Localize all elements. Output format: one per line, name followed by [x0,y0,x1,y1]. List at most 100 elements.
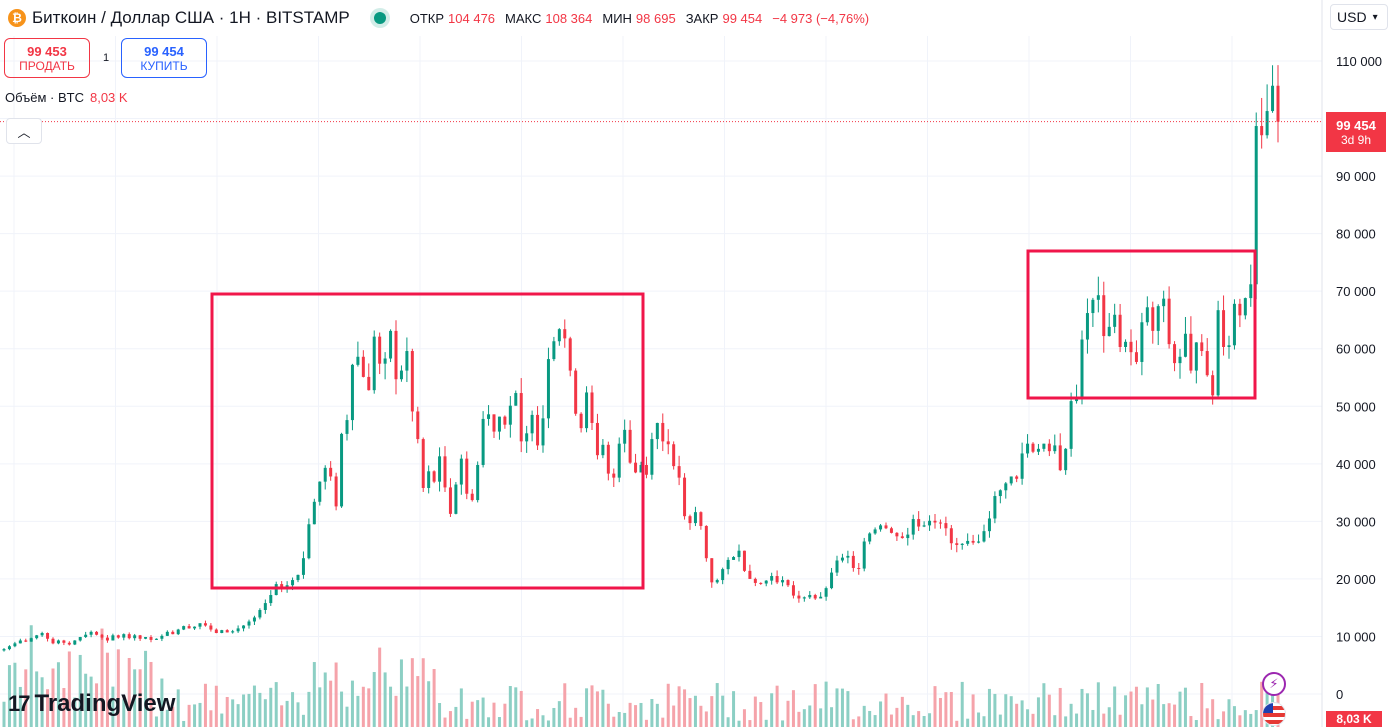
volume-bar [258,692,262,727]
candle-body [1031,443,1035,452]
volume-bar [356,695,360,727]
volume-bar [214,685,218,727]
volume-bar [590,685,594,727]
volume-bar [655,703,659,727]
candle-body [421,439,425,488]
volume-bar [519,690,523,727]
candle-body [1194,342,1198,371]
candle-body [291,580,295,586]
volume-bar [176,689,180,727]
volume-bar [699,705,703,727]
candle-body [481,418,485,465]
volume-bar [399,659,403,727]
symbol-title[interactable]: Биткоин / Доллар США · 1Н · BITSTAMP [32,8,350,27]
tradingview-logo[interactable]: 17 TradingView [8,690,175,718]
candle-body [617,443,621,478]
candle-body [753,578,757,583]
volume-bar [1026,709,1030,727]
volume-bar [1064,716,1068,727]
currency-select[interactable]: USD ▾ [1330,4,1388,30]
lightning-icon[interactable]: ⚡ [1262,672,1286,696]
volume-bar [536,709,540,727]
collapse-legend-button[interactable]: ︿ [6,118,42,144]
candle-body [595,422,599,456]
candle-body [18,640,22,644]
candle-body [1216,310,1220,396]
candle-body [1036,448,1040,452]
candle-body [40,633,44,636]
high-value: 108 364 [545,10,593,26]
volume-bar [1189,716,1193,727]
volume-bar [487,717,491,727]
candle-body [672,444,676,467]
candle-body [1232,303,1236,346]
volume-bar [1167,703,1171,727]
volume-bar [291,692,295,727]
volume-bar [960,681,964,727]
candle-body [1004,483,1008,491]
volume-bar [715,683,719,727]
candle-body [231,631,235,633]
volume-bar [525,720,529,727]
volume-bar [514,687,518,727]
buy-button[interactable]: 99 454 КУПИТЬ [121,38,207,78]
candle-body [797,595,801,599]
candle-body [503,416,507,425]
last-price-badge: 99 454 3d 9h [1326,112,1386,152]
candle-body [693,512,697,524]
candle-body [525,433,529,442]
candle-body [492,414,496,432]
y-tick-label: 20 000 [1336,572,1376,587]
candle-body [111,635,115,641]
highlight-box-range-1 [210,292,645,590]
volume-bar [726,717,730,727]
candle-body [1200,342,1204,352]
candle-body [655,422,659,440]
candle-body [1178,356,1182,364]
volume-bar [209,710,213,727]
volume-bar [35,671,39,727]
volume-bar [764,719,768,727]
volume-bar [710,696,714,727]
candle-body [410,351,414,412]
volume-bar [296,702,300,727]
volume-bar [263,699,267,727]
candle-body [683,477,687,517]
volume-bar [345,706,349,727]
tradingview-mark-icon: 17 [8,691,31,716]
volume-bar [78,654,82,727]
volume-bar [786,700,790,727]
volume-bar [557,701,561,727]
volume-bar [1058,687,1062,727]
candle-body [982,531,986,542]
candle-body [220,630,224,634]
volume-bar [481,697,485,727]
sell-button[interactable]: 99 453 ПРОДАТЬ [4,38,90,78]
volume-bar [203,683,207,727]
candle-body [824,588,828,597]
candle-body [307,524,311,559]
volume-bar [1140,704,1144,727]
volume-bar [650,699,654,727]
us-flag-icon[interactable] [1262,702,1286,726]
y-tick-label: 30 000 [1336,514,1376,529]
candle-body [536,414,540,446]
candle-body [214,629,218,634]
candle-body [1156,306,1160,331]
volume-bar [334,662,338,727]
volume-bar [1205,708,1209,727]
volume-bar [448,711,452,727]
candle-body [906,534,910,539]
volume-bar [917,711,921,727]
open-label: ОТКР [409,10,445,26]
volume-bar [438,703,442,727]
volume-bar [1069,703,1073,727]
volume-bar [857,716,861,727]
candle-body [1227,345,1231,348]
volume-bar [154,716,158,727]
candle-body [900,536,904,539]
candle-body [791,585,795,596]
volume-bar [933,686,937,727]
volume-bar [606,703,610,727]
